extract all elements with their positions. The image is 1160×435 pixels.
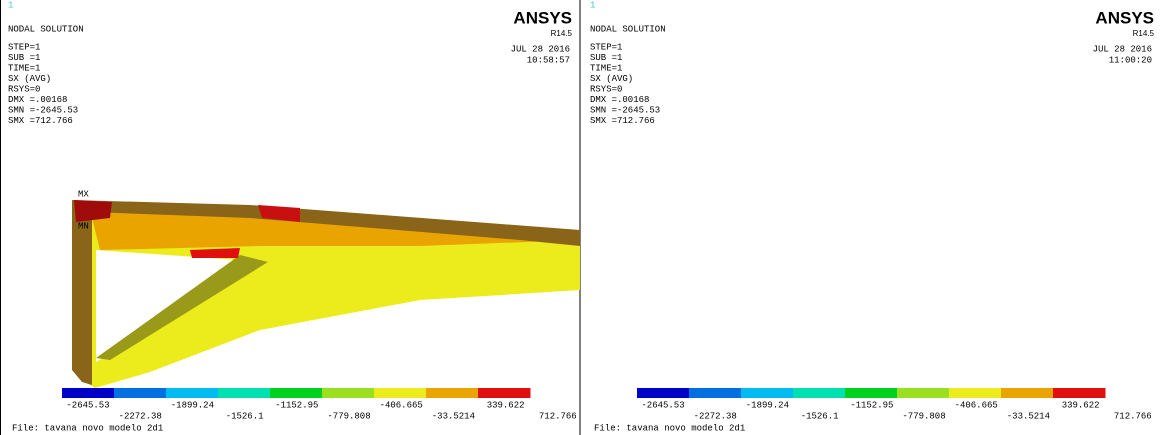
file-name: File: tavana novo modelo 2d1 bbox=[12, 423, 163, 433]
info-line: TIME=1 bbox=[8, 63, 40, 73]
legend-label: -2272.38 bbox=[119, 411, 162, 421]
legend-label: -779.808 bbox=[902, 411, 945, 421]
legend-swatch bbox=[426, 388, 479, 398]
legend-label: -33.5214 bbox=[432, 411, 475, 421]
marker: MX bbox=[78, 189, 89, 199]
legend-label: -33.5214 bbox=[1007, 411, 1050, 421]
version: R14.5 bbox=[1133, 29, 1155, 38]
legend-label: -1152.95 bbox=[850, 400, 893, 410]
top-edge bbox=[72, 200, 580, 246]
date: JUL 28 2016 bbox=[1093, 44, 1152, 54]
viewport-number: 1 bbox=[590, 0, 595, 10]
legend-swatch bbox=[689, 388, 742, 398]
hot-zone bbox=[190, 248, 240, 258]
legend-label: 339.622 bbox=[1062, 400, 1100, 410]
file-name: File: tavana novo modelo 2d1 bbox=[594, 423, 745, 433]
legend-label: -1526.1 bbox=[226, 411, 264, 421]
legend-label: -1152.95 bbox=[275, 400, 318, 410]
date: JUL 28 2016 bbox=[511, 44, 570, 54]
legend-label: -1899.24 bbox=[746, 400, 789, 410]
legend-swatch bbox=[637, 388, 690, 398]
info-line: TIME=1 bbox=[590, 63, 622, 73]
legend-swatch bbox=[1053, 388, 1106, 398]
legend-swatch bbox=[793, 388, 846, 398]
logo: ANSYS bbox=[513, 8, 572, 27]
info-line: SMX =712.766 bbox=[8, 116, 73, 126]
legend-swatch bbox=[1001, 388, 1054, 398]
legend-swatch bbox=[270, 388, 323, 398]
legend-label: -2272.38 bbox=[694, 411, 737, 421]
legend-swatch bbox=[62, 388, 115, 398]
legend-label: -406.665 bbox=[955, 400, 998, 410]
legend-label: -779.808 bbox=[327, 411, 370, 421]
legend-swatch bbox=[218, 388, 271, 398]
legend-label: -2645.53 bbox=[66, 400, 109, 410]
info-line: SX (AVG) bbox=[590, 74, 633, 84]
info-line: SMN =-2645.53 bbox=[8, 105, 78, 115]
info-line: DMX =.00168 bbox=[8, 95, 67, 105]
legend-label: -2645.53 bbox=[641, 400, 684, 410]
orange-zone bbox=[90, 210, 580, 250]
panel-title: NODAL SOLUTION bbox=[8, 24, 84, 34]
legend-swatch bbox=[166, 388, 219, 398]
viewport-number: 1 bbox=[8, 0, 13, 10]
logo: ANSYS bbox=[1095, 8, 1154, 27]
legend-label: 712.766 bbox=[539, 411, 577, 421]
legend-swatch bbox=[897, 388, 950, 398]
info-line: RSYS=0 bbox=[8, 84, 40, 94]
info-line: SX (AVG) bbox=[8, 74, 51, 84]
left-edge bbox=[72, 200, 92, 385]
info-line: SMX =712.766 bbox=[590, 116, 655, 126]
time: 11:00:20 bbox=[1109, 55, 1152, 65]
legend-label: 339.622 bbox=[487, 400, 525, 410]
info-line: DMX =.00168 bbox=[590, 95, 649, 105]
info-line: SUB =1 bbox=[8, 53, 40, 63]
legend-swatch bbox=[322, 388, 375, 398]
info-line: STEP=1 bbox=[8, 42, 40, 52]
marker: MN bbox=[78, 221, 89, 231]
legend-swatch bbox=[374, 388, 427, 398]
legend-label: -1899.24 bbox=[171, 400, 214, 410]
version: R14.5 bbox=[551, 29, 573, 38]
legend-label: -1526.1 bbox=[801, 411, 839, 421]
time: 10:58:57 bbox=[527, 55, 570, 65]
info-line: SMN =-2645.53 bbox=[590, 105, 660, 115]
hot-zone bbox=[258, 205, 300, 222]
legend-swatch bbox=[114, 388, 167, 398]
legend-label: 712.766 bbox=[1114, 411, 1152, 421]
max-zone bbox=[74, 200, 112, 222]
legend-swatch bbox=[478, 388, 531, 398]
panel-title: NODAL SOLUTION bbox=[590, 24, 666, 34]
legend-label: -406.665 bbox=[380, 400, 423, 410]
info-line: RSYS=0 bbox=[590, 84, 622, 94]
legend-swatch bbox=[949, 388, 1002, 398]
legend-swatch bbox=[741, 388, 794, 398]
info-line: STEP=1 bbox=[590, 42, 622, 52]
info-line: SUB =1 bbox=[590, 53, 622, 63]
diagonal bbox=[96, 255, 268, 360]
legend-swatch bbox=[845, 388, 898, 398]
